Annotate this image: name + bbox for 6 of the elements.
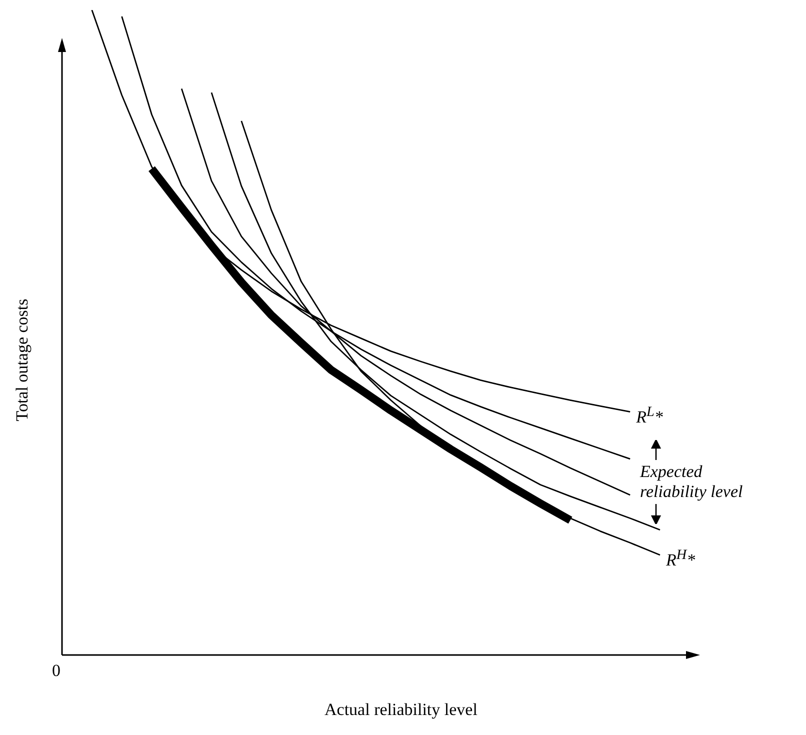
x-axis-title: Actual reliability level <box>324 700 478 720</box>
series-label: R$^{H}$* <box>666 547 696 571</box>
text: 0 <box>52 661 60 681</box>
series-label: R$^{L}$* <box>636 404 663 428</box>
annotation: Expected reliability level <box>640 462 744 502</box>
y-axis-title: Total outage costs <box>12 298 32 422</box>
